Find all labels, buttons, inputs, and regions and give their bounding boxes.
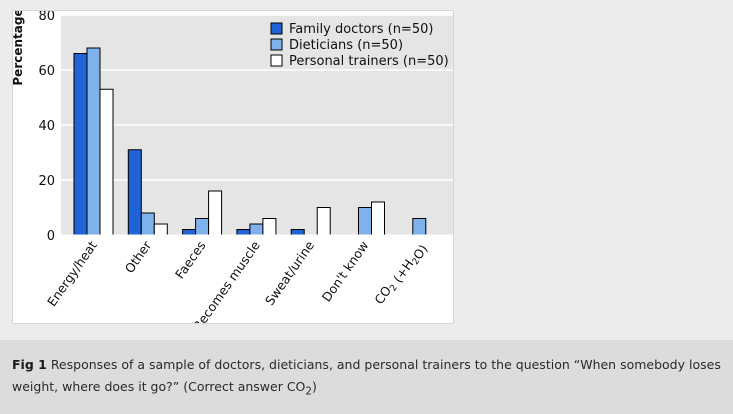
bar-series-1-6	[412, 218, 427, 236]
bar-series-2-1	[153, 223, 168, 236]
bar-series-0-1	[127, 149, 142, 236]
y-tick-label: 0	[47, 229, 55, 244]
bar-series-0-3	[236, 229, 251, 236]
legend-swatch-0	[270, 22, 283, 35]
bar-series-0-0	[73, 53, 88, 236]
x-tick-label: Sweat/urine	[262, 238, 317, 308]
bar-series-2-5	[371, 201, 385, 236]
x-tick-label: Faeces	[172, 238, 209, 281]
x-tick-label: Energy/heat	[44, 238, 100, 309]
caption-bar	[0, 340, 733, 414]
bar-series-0-4	[290, 229, 305, 236]
bar-series-1-3	[249, 223, 264, 236]
gridlines	[61, 14, 453, 181]
bar-series-2-2	[208, 190, 223, 236]
figure-panel: 0 20 40 60 80 Energy/heat Other Faeces Becomes m…	[12, 10, 454, 324]
bar-series-0-2	[182, 229, 197, 236]
bar-series-2-4	[316, 207, 331, 236]
bar-series-1-5	[358, 207, 372, 236]
bar-series-1-2	[195, 218, 210, 236]
x-tick-label: CO2 (+H2O)	[371, 238, 430, 310]
y-tick-label: 80	[38, 11, 55, 24]
legend-swatch-1	[270, 38, 283, 51]
x-tick-label: Other	[122, 237, 155, 275]
legend-label: Dieticians (n=50)	[289, 38, 403, 53]
caption-subscript: 2	[305, 385, 313, 398]
y-tick-label: 40	[38, 119, 55, 134]
y-tick-label: 60	[38, 64, 55, 79]
legend: Family doctors (n=50)Dieticians (n=50)Pe…	[270, 22, 449, 69]
bar-series-2-0	[99, 88, 114, 236]
figure-label: Fig 1	[12, 357, 47, 372]
y-axis-label: Percentage	[13, 11, 25, 86]
bars	[73, 47, 427, 236]
bar-series-2-3	[262, 218, 277, 236]
caption-text: Responses of a sample of doctors, dietic…	[12, 357, 721, 394]
bar-series-1-0	[86, 47, 101, 236]
legend-label: Family doctors (n=50)	[289, 22, 433, 37]
figure-caption: Fig 1 Responses of a sample of doctors, …	[12, 354, 727, 403]
bar-series-1-1	[140, 212, 155, 236]
legend-swatch-2	[270, 54, 283, 67]
x-tick-label: Don't know	[319, 238, 372, 304]
y-tick-label: 20	[38, 174, 55, 189]
legend-label: Personal trainers (n=50)	[289, 54, 449, 69]
caption-closing: )	[312, 379, 317, 394]
